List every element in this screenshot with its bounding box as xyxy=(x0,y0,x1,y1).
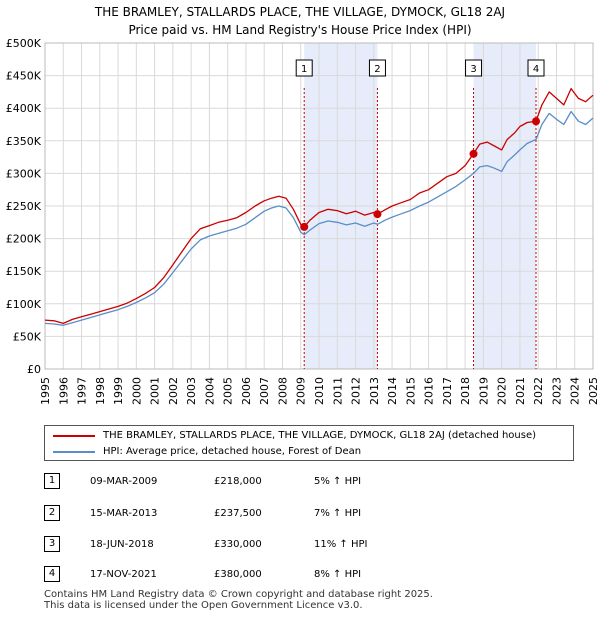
x-tick-label: 2000 xyxy=(130,377,143,405)
sale-date: 17-NOV-2021 xyxy=(90,569,157,580)
y-tick-label: £300K xyxy=(6,167,42,180)
sale-date: 15-MAR-2013 xyxy=(90,508,158,519)
x-tick-label: 2007 xyxy=(258,377,271,405)
x-tick-label: 1995 xyxy=(39,377,52,405)
chart-title-line2: Price paid vs. HM Land Registry's House … xyxy=(128,23,472,37)
x-tick-label: 2015 xyxy=(404,377,417,405)
sale-marker-box xyxy=(368,59,386,77)
x-tick-label: 1997 xyxy=(76,377,89,405)
sale-point xyxy=(532,117,541,126)
sale-badge: 3 xyxy=(44,536,60,552)
sale-marker-label: 4 xyxy=(533,64,539,75)
sale-point xyxy=(373,210,382,219)
x-tick-label: 1996 xyxy=(57,377,70,405)
footer-licence: This data is licensed under the Open Gov… xyxy=(44,600,363,611)
x-tick-label: 2003 xyxy=(185,377,198,405)
sale-hpi-change: 11% ↑ HPI xyxy=(314,539,368,550)
sale-marker-box xyxy=(465,59,483,77)
y-tick-label: £0 xyxy=(27,363,41,376)
y-tick-label: £350K xyxy=(6,135,42,148)
legend: THE BRAMLEY, STALLARDS PLACE, THE VILLAG… xyxy=(44,425,574,461)
footer: Contains HM Land Registry data © Crown c… xyxy=(44,589,433,611)
sale-row: 1 09-MAR-2009 £218,000 5% ↑ HPI xyxy=(44,472,564,492)
x-tick-label: 2019 xyxy=(477,377,490,405)
y-tick-label: £150K xyxy=(6,265,42,278)
x-tick-label: 2017 xyxy=(441,377,454,405)
sale-price: £330,000 xyxy=(214,539,262,550)
y-tick-label: £400K xyxy=(6,102,42,115)
x-tick-label: 2005 xyxy=(222,377,235,405)
sale-marker-label: 1 xyxy=(301,64,307,75)
x-tick-label: 1998 xyxy=(94,377,107,405)
sale-badge: 2 xyxy=(44,505,60,521)
sale-row: 2 15-MAR-2013 £237,500 7% ↑ HPI xyxy=(44,504,564,524)
sale-price: £380,000 xyxy=(214,569,262,580)
sale-hpi-change: 8% ↑ HPI xyxy=(314,569,362,580)
chart-title: THE BRAMLEY, STALLARDS PLACE, THE VILLAG… xyxy=(0,3,600,39)
sale-row: 3 18-JUN-2018 £330,000 11% ↑ HPI xyxy=(44,535,564,555)
y-tick-label: £250K xyxy=(6,200,42,213)
x-tick-label: 2012 xyxy=(350,377,363,405)
sale-price: £237,500 xyxy=(214,508,262,519)
x-tick-label: 2010 xyxy=(313,377,326,405)
x-tick-label: 2023 xyxy=(550,377,563,405)
x-tick-label: 2014 xyxy=(386,377,399,405)
y-tick-label: £100K xyxy=(6,298,42,311)
sale-point xyxy=(300,222,309,231)
x-tick-label: 2011 xyxy=(331,377,344,405)
y-tick-label: £50K xyxy=(13,330,42,343)
price-chart: £0 £50K £100K £150K £200K £250K £300K £350K £400… xyxy=(6,37,600,405)
x-tick-label: 2008 xyxy=(276,377,289,405)
x-tick-label: 2018 xyxy=(459,377,472,405)
property-price-line xyxy=(44,87,594,325)
x-tick-label: 2004 xyxy=(203,377,216,405)
y-tick-label: £500K xyxy=(6,37,42,50)
x-tick-label: 2020 xyxy=(496,377,509,405)
chart-title-line1: THE BRAMLEY, STALLARDS PLACE, THE VILLAG… xyxy=(94,5,506,19)
x-tick-label: 2001 xyxy=(149,377,162,405)
legend-property-label: THE BRAMLEY, STALLARDS PLACE, THE VILLAG… xyxy=(103,430,537,441)
legend-property-swatch xyxy=(53,435,95,437)
footer-copyright: Contains HM Land Registry data © Crown c… xyxy=(44,589,433,600)
sale-date: 09-MAR-2009 xyxy=(90,476,158,487)
x-tick-label: 2024 xyxy=(569,377,582,405)
legend-hpi-label: HPI: Average price, detached house, Fore… xyxy=(103,446,362,457)
x-tick-label: 2022 xyxy=(532,377,545,405)
y-tick-label: £200K xyxy=(6,233,42,246)
x-tick-label: 2021 xyxy=(514,377,527,405)
x-tick-label: 2025 xyxy=(587,377,600,405)
x-tick-label: 2013 xyxy=(368,377,381,405)
x-tick-label: 2002 xyxy=(167,377,180,405)
sale-price: £218,000 xyxy=(214,476,262,487)
sale-marker-box xyxy=(527,59,545,77)
x-tick-label: 2009 xyxy=(295,377,308,405)
sale-badge: 4 xyxy=(44,566,60,582)
sale-row: 4 17-NOV-2021 £380,000 8% ↑ HPI xyxy=(44,565,564,585)
x-tick-label: 1999 xyxy=(112,377,125,405)
y-tick-label: £450K xyxy=(6,70,42,83)
sale-badge: 1 xyxy=(44,473,60,489)
sale-point xyxy=(469,149,478,158)
sale-hpi-change: 7% ↑ HPI xyxy=(314,508,362,519)
hpi-line xyxy=(44,110,594,326)
legend-hpi-swatch xyxy=(53,451,95,453)
x-tick-label: 2006 xyxy=(240,377,253,405)
plot-area-border xyxy=(44,42,594,370)
sale-marker-label: 3 xyxy=(470,64,476,75)
x-tick-label: 2016 xyxy=(423,377,436,405)
sale-date: 18-JUN-2018 xyxy=(90,539,154,550)
sale-marker-box xyxy=(295,59,313,77)
sale-hpi-change: 5% ↑ HPI xyxy=(314,476,362,487)
sale-marker-label: 2 xyxy=(374,64,380,75)
